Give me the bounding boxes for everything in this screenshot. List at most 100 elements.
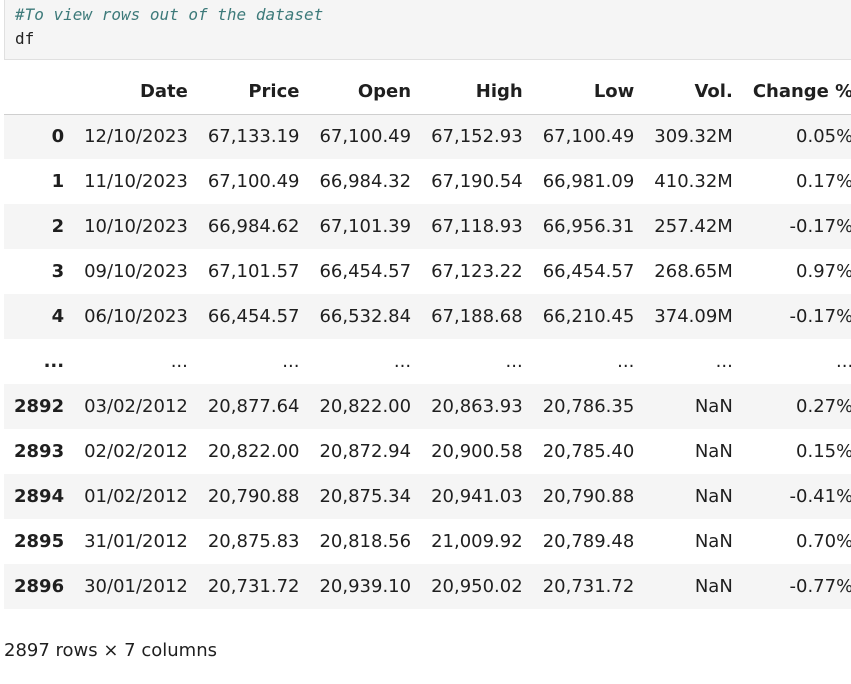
cell-low: 66,956.31 [542,216,635,237]
dataframe-table: Date Price Open High Low Vol. Change % 0… [4,69,851,609]
cell-date: 31/01/2012 [84,531,188,552]
row-index: 2896 [14,576,65,597]
cell-high: 67,123.22 [431,261,523,282]
cell-price: 66,454.57 [207,306,300,327]
cell-low: 20,786.35 [542,396,635,417]
cell-change: 0.05% [796,126,851,148]
cell-open: ... [393,351,412,372]
cell-low: 20,731.72 [542,576,635,597]
cell-date: 10/10/2023 [84,216,188,237]
cell-change: 0.70% [796,531,851,552]
cell-change: 0.27% [796,396,851,417]
cell-price: 20,877.64 [207,396,300,417]
cell-open: 67,101.39 [319,216,412,237]
table-row: 2896 30/01/2012 20,731.72 20,939.10 20,950.0… [4,564,851,609]
cell-vol: NaN [694,576,733,597]
cell-low: 66,981.09 [542,171,635,192]
cell-price: ... [282,351,300,372]
column-header-change: Change % [742,69,851,115]
row-index: 2 [51,216,65,237]
table-row: ........................ [4,339,851,384]
cell-open: 20,875.34 [319,486,412,507]
column-header-vol: Vol. [644,69,743,115]
cell-low: 67,100.49 [542,126,635,148]
cell-price: 67,100.49 [207,171,300,192]
cell-change: 0.17% [796,171,851,192]
cell-low: 20,785.40 [542,441,635,462]
dataframe-shape: 2897 rows × 7 columns [4,640,217,661]
cell-price: 67,101.57 [207,261,300,282]
cell-vol: NaN [694,531,733,552]
table-row: 2893 02/02/2012 20,822.00 20,872.94 20,900.5… [4,429,851,474]
cell-high: ... [505,351,523,372]
cell-open: 20,872.94 [319,441,412,462]
cell-open: 20,939.10 [319,576,412,597]
column-header-price: Price [197,69,310,115]
cell-open: 66,454.57 [319,261,412,282]
row-index: 4 [51,306,65,327]
table-row: 2892 03/02/2012 20,877.64 20,822.00 20,863.9… [4,384,851,429]
cell-vol: 309.32M [654,126,733,148]
table-row: 2 10/10/2023 66,984.62 67,101.39 67,118.93 66… [4,204,851,249]
cell-low: 20,790.88 [542,486,635,507]
row-index: 2892 [14,396,65,417]
cell-price: 20,875.83 [207,531,300,552]
table-row: 4 06/10/2023 66,454.57 66,532.84 67,188.68 66… [4,294,851,339]
cell-open: 67,100.49 [319,126,412,148]
code-comment: #To view rows out of the dataset [15,5,324,24]
row-index: 1 [51,171,65,192]
cell-high: 20,950.02 [431,576,523,597]
cell-vol: NaN [694,396,733,417]
cell-vol: ... [715,351,733,372]
row-index: 2893 [14,441,65,462]
header-row: Date Price Open High Low Vol. Change % [4,69,851,115]
table-row: 2894 01/02/2012 20,790.88 20,875.34 20,941.0… [4,474,851,519]
cell-change: -0.41% [789,486,851,507]
cell-change: 0.15% [796,441,851,462]
column-header-open: Open [309,69,422,115]
column-header-date: Date [74,69,198,115]
cell-vol: NaN [694,441,733,462]
row-index: 0 [51,126,65,148]
code-cell[interactable]: #To view rows out of the dataset df [4,0,851,60]
cell-change: -0.17% [789,216,851,237]
cell-low: 66,454.57 [542,261,635,282]
cell-high: 67,188.68 [431,306,523,327]
cell-change: ... [836,351,851,372]
cell-high: 67,152.93 [431,126,523,148]
table-row: 3 09/10/2023 67,101.57 66,454.57 67,123.22 66… [4,249,851,294]
cell-high: 20,941.03 [431,486,523,507]
cell-low: 66,210.45 [542,306,635,327]
cell-date: 03/02/2012 [84,396,188,417]
row-index: 2895 [14,531,65,552]
cell-price: 20,790.88 [207,486,300,507]
cell-date: 12/10/2023 [84,126,188,148]
cell-change: -0.17% [789,306,851,327]
cell-vol: 410.32M [654,171,733,192]
table-row: 2895 31/01/2012 20,875.83 20,818.56 21,009.9… [4,519,851,564]
cell-date: ... [170,351,188,372]
cell-high: 20,863.93 [431,396,523,417]
cell-vol: 268.65M [654,261,733,282]
cell-high: 67,190.54 [431,171,523,192]
column-header-high: High [421,69,533,115]
column-header-low: Low [532,69,645,115]
cell-high: 67,118.93 [431,216,523,237]
cell-low: ... [617,351,635,372]
cell-price: 67,133.19 [207,126,300,148]
cell-vol: 374.09M [654,306,733,327]
cell-open: 66,532.84 [319,306,412,327]
cell-low: 20,789.48 [542,531,635,552]
code-line: df [15,29,35,48]
row-index: 3 [51,261,65,282]
cell-date: 11/10/2023 [84,171,188,192]
cell-open: 20,818.56 [319,531,412,552]
cell-open: 66,984.32 [319,171,412,192]
row-index: 2894 [14,486,65,507]
table-row: 0 12/10/2023 67,133.19 67,100.49 67,152.93 67… [4,114,851,159]
cell-vol: 257.42M [654,216,733,237]
cell-date: 06/10/2023 [84,306,188,327]
table-row: 1 11/10/2023 67,100.49 66,984.32 67,190.54 66… [4,159,851,204]
row-index: ... [43,351,65,372]
